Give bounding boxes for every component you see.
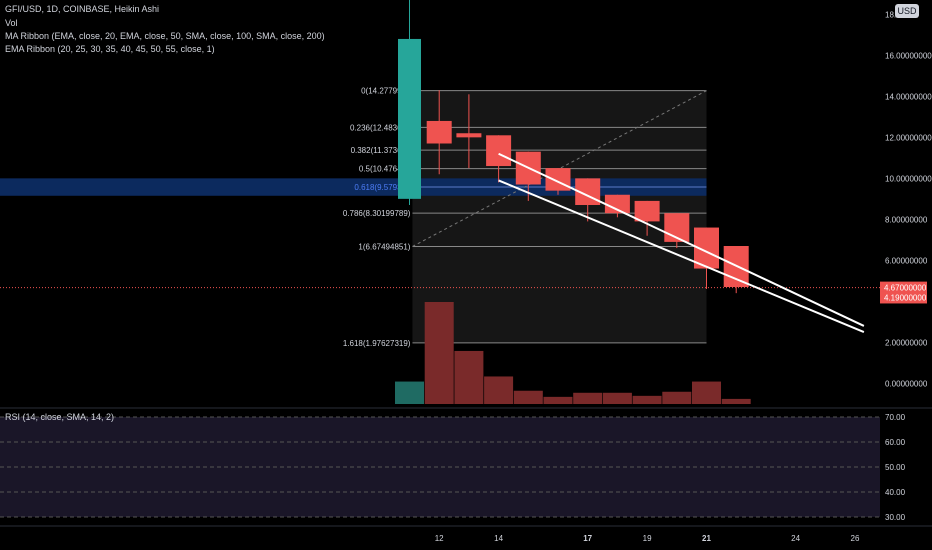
time-tick-label: 21 xyxy=(702,534,711,543)
volume-bar xyxy=(602,392,632,404)
volume-bar xyxy=(692,381,721,404)
volume-bar xyxy=(395,381,424,404)
price-tick-label: 12.00000000 xyxy=(885,133,932,142)
fib-level-label: 0.786(8.30199789) xyxy=(343,209,411,218)
time-tick-label: 14 xyxy=(494,534,503,543)
trendlines[interactable] xyxy=(498,152,865,334)
price-tick-label: 8.00000000 xyxy=(885,215,928,224)
price-label-badge[interactable] xyxy=(880,281,927,294)
rsi-tick-label: 70.00 xyxy=(885,413,906,422)
vol-legend[interactable]: Vol xyxy=(5,18,18,28)
fib-level-label: 0.236(12.483666 xyxy=(350,123,411,132)
time-tick-label: 19 xyxy=(643,534,652,543)
price-tick-label: 6.00000000 xyxy=(885,256,928,265)
time-tick-label: 17 xyxy=(583,534,592,543)
candlestick-series[interactable] xyxy=(398,0,749,294)
rsi-tick-label: 60.00 xyxy=(885,438,906,447)
fib-zone xyxy=(412,90,707,343)
price-tick-label: 2.00000000 xyxy=(885,338,928,347)
fib-level-label: 0.5(10.476465 xyxy=(359,165,411,174)
symbol-title[interactable]: GFI/USD, 1D, COINBASE, Heikin Ashi xyxy=(5,4,160,14)
fib-level-label: 0(14.2779983 xyxy=(361,87,411,96)
currency-badge[interactable]: USD xyxy=(895,4,919,18)
time-tick-label: 24 xyxy=(791,534,800,543)
volume-bar xyxy=(513,390,543,404)
rsi-pane[interactable]: 70.00 60.00 50.00 40.00 30.00 xyxy=(0,407,932,527)
price-label-text: 4.67000000 xyxy=(884,284,927,293)
volume-bar xyxy=(632,395,662,404)
volume-bar xyxy=(424,302,454,404)
volume-bar xyxy=(484,376,514,404)
time-tick-label: 12 xyxy=(435,534,444,543)
fib-diagonal xyxy=(412,90,707,247)
rsi-tick-label: 50.00 xyxy=(885,463,906,472)
rsi-tick-label: 40.00 xyxy=(885,488,906,497)
time-tick-label: 26 xyxy=(851,534,860,543)
volume-bar xyxy=(543,396,573,404)
ma-ribbon-legend[interactable]: MA Ribbon (EMA, close, 20, EMA, close, 5… xyxy=(5,31,325,41)
trendline[interactable] xyxy=(498,152,865,327)
rsi-tick-label: 30.00 xyxy=(885,513,906,522)
candle-body[interactable] xyxy=(398,38,421,199)
volume-bar xyxy=(573,392,603,404)
price-label-text: 4.19000000 xyxy=(884,293,927,302)
volume-bar xyxy=(721,398,751,404)
ema-ribbon-legend[interactable]: EMA Ribbon (20, 25, 30, 35, 40, 45, 50, … xyxy=(5,44,215,54)
candle-body[interactable] xyxy=(545,168,571,191)
fib-level-label: 0.382(11.373623 xyxy=(351,146,411,155)
candle-body[interactable] xyxy=(486,135,512,167)
time-axis[interactable]: 12 14 17 19 21 24 26 xyxy=(435,534,860,543)
candle-body[interactable] xyxy=(604,194,630,214)
fib-level-label: 0.618(9.579307 xyxy=(354,183,411,192)
rsi-band xyxy=(0,417,880,517)
candle-body[interactable] xyxy=(426,120,452,144)
volume-histogram xyxy=(395,302,751,404)
rsi-legend[interactable]: RSI (14, close, SMA, 14, 2) xyxy=(5,412,115,422)
price-label-badge[interactable] xyxy=(880,291,927,304)
price-tick-label: 18.0 xyxy=(885,10,901,19)
volume-bar xyxy=(662,391,692,404)
candle-body[interactable] xyxy=(634,200,660,222)
trendline[interactable] xyxy=(498,179,865,334)
price-tick-label: 0.00000000 xyxy=(885,379,928,388)
price-tick-label: 14.00000000 xyxy=(885,92,932,101)
price-tick-label: 16.00000000 xyxy=(885,51,932,60)
volume-bar xyxy=(454,350,484,404)
price-axis[interactable]: 18.0 16.00000000 14.00000000 12.00000000 10.… xyxy=(880,10,932,388)
candle-body[interactable] xyxy=(456,133,482,138)
fib-level-label: 1(6.67494851) xyxy=(358,243,410,252)
price-tick-label: 10.00000000 xyxy=(885,174,932,183)
fib-level-label: 1.618(1.97627319) xyxy=(343,339,411,348)
